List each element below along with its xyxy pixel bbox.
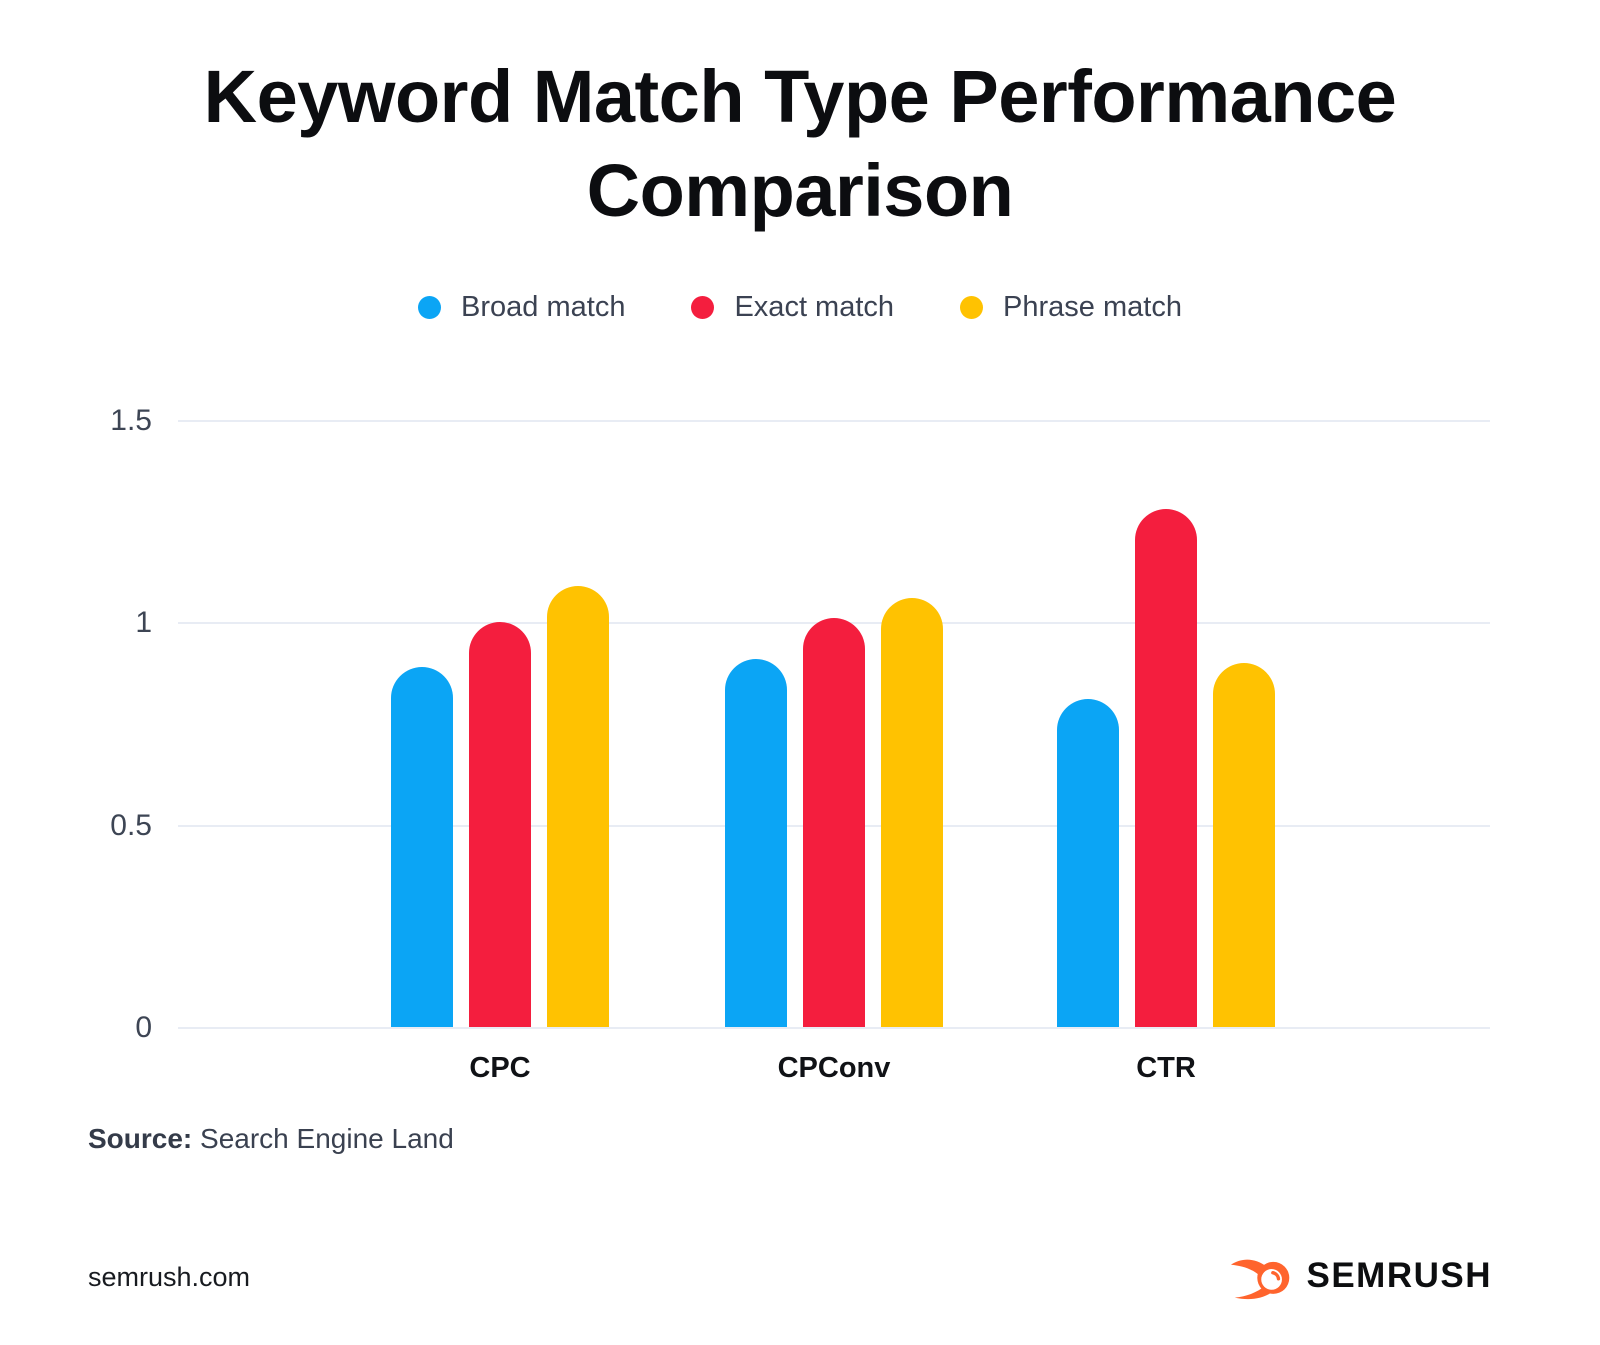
source-label: Source: (88, 1123, 193, 1154)
bar-group-cpconv (725, 598, 943, 1027)
semrush-wordmark: SEMRUSH (1306, 1256, 1492, 1295)
legend-item-broad-match: Broad match (418, 290, 625, 324)
semrush-logo: SEMRUSH (1230, 1252, 1492, 1300)
y-tick-label: 0.5 (110, 808, 152, 842)
x-axis-label-ctr: CTR (1136, 1052, 1196, 1084)
chart-title: Keyword Match Type Performance Comparison (0, 50, 1600, 238)
gridline-0 (178, 1027, 1490, 1029)
semrush-flame-icon (1231, 1259, 1290, 1300)
x-axis-label-cpconv: CPConv (777, 1052, 891, 1084)
x-axis-label-cpc: CPC (469, 1052, 531, 1084)
legend-label: Phrase match (1003, 291, 1182, 323)
gridline-1.5 (178, 420, 1490, 422)
bar-broad-match-cpc (391, 666, 453, 1027)
legend-label: Broad match (461, 291, 626, 323)
y-tick-label: 1.5 (110, 404, 152, 437)
legend-item-exact-match: Exact match (691, 290, 894, 324)
chart-title-line1: Keyword Match Type Performance (203, 55, 1397, 138)
bar-group-ctr (1057, 509, 1275, 1027)
legend-item-phrase-match: Phrase match (960, 290, 1182, 324)
bar-phrase-match-ctr (1213, 662, 1275, 1027)
legend-label: Exact match (734, 291, 895, 323)
legend: Broad match Exact match Phrase match (0, 290, 1600, 324)
chart-title-line2: Comparison (586, 149, 1014, 232)
bar-phrase-match-cpc (547, 585, 609, 1027)
bar-broad-match-ctr (1057, 699, 1119, 1027)
legend-dot-icon (418, 295, 442, 319)
bar-phrase-match-cpconv (881, 598, 943, 1027)
bar-exact-match-cpconv (803, 618, 865, 1027)
legend-dot-icon (960, 295, 984, 319)
bar-group-cpc (391, 585, 609, 1027)
y-tick-label: 1 (135, 606, 152, 640)
site-url: semrush.com (88, 1262, 251, 1292)
bar-exact-match-ctr (1135, 509, 1197, 1027)
bar-exact-match-cpc (469, 622, 531, 1027)
source-value: Search Engine Land (200, 1123, 454, 1154)
y-tick-label: 0 (135, 1011, 152, 1044)
source-note: Source: Search Engine Land (88, 1122, 454, 1156)
bar-broad-match-cpconv (725, 658, 787, 1027)
bar-chart: 1.5 1 0.5 0 CPC CPConv CTR (0, 390, 1600, 1150)
legend-dot-icon (691, 295, 715, 319)
